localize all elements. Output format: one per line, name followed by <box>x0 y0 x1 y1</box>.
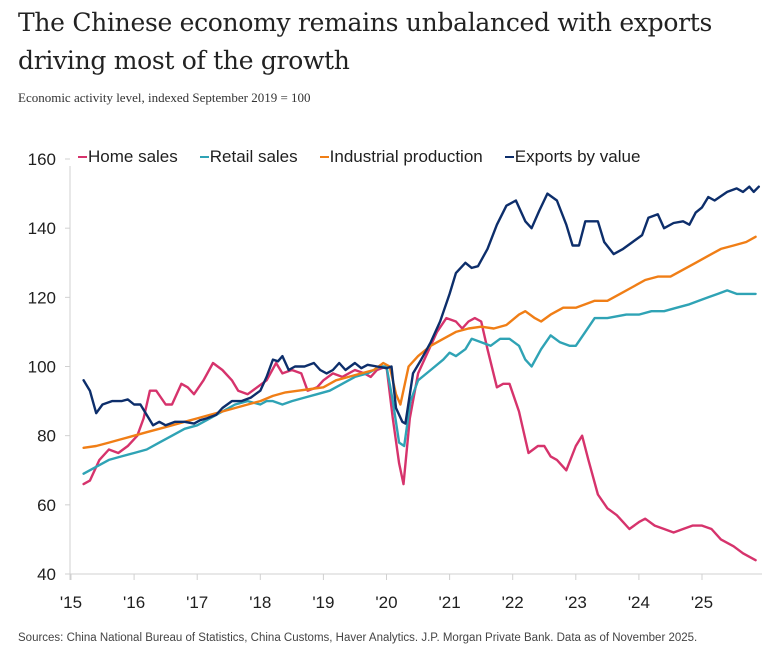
y-tick-label: 120 <box>28 288 56 307</box>
x-tick-label: '22 <box>502 593 524 612</box>
series-line-industrial-production <box>82 235 757 449</box>
y-tick-label: 160 <box>28 150 56 169</box>
legend-label: Home sales <box>88 147 178 166</box>
chart-title: The Chinese economy remains unbalanced w… <box>18 8 713 75</box>
y-tick-label: 100 <box>28 358 56 377</box>
series-lines <box>82 185 760 562</box>
legend: Home sales Retail sales Industrial produ… <box>78 147 640 167</box>
x-tick-label: '20 <box>375 593 397 612</box>
legend-swatch-industrial-production <box>319 156 329 158</box>
x-tick-label: '21 <box>439 593 461 612</box>
y-tick-label: 140 <box>28 219 56 238</box>
legend-item-retail-sales: Retail sales <box>199 147 298 167</box>
source-note: Sources: China National Bureau of Statis… <box>18 632 698 644</box>
axes: 40 60 80 100 120 140 160 '15 '16 '17 '18 '19 '20 '21 '… <box>28 150 762 612</box>
series-line-retail-sales <box>82 289 757 475</box>
legend-label: Industrial production <box>329 147 483 166</box>
y-tick-label: 80 <box>37 427 56 446</box>
x-tick-label: '19 <box>312 593 334 612</box>
legend-item-home-sales: Home sales <box>78 147 178 167</box>
legend-item-exports-by-value: Exports by value <box>504 147 641 167</box>
x-tick-label: '23 <box>565 593 587 612</box>
x-tick-label: '18 <box>249 593 271 612</box>
y-tick-label: 40 <box>37 565 56 584</box>
legend-swatch-retail-sales <box>199 156 209 158</box>
legend-swatch-exports-by-value <box>504 156 514 158</box>
x-tick-label: '16 <box>123 593 145 612</box>
series-line-home-sales <box>82 316 757 562</box>
x-tick-label: '25 <box>691 593 713 612</box>
y-tick-label: 60 <box>37 496 56 515</box>
legend-item-industrial-production: Industrial production <box>319 147 483 167</box>
chart-subtitle: Economic activity level, indexed Septemb… <box>18 90 311 105</box>
x-tick-label: '15 <box>60 593 82 612</box>
series-line-exports-by-value <box>82 185 760 427</box>
legend-label: Exports by value <box>514 147 641 166</box>
legend-label: Retail sales <box>209 147 298 166</box>
x-tick-label: '24 <box>628 593 650 612</box>
x-tick-label: '17 <box>186 593 208 612</box>
legend-swatch-home-sales <box>78 156 87 158</box>
